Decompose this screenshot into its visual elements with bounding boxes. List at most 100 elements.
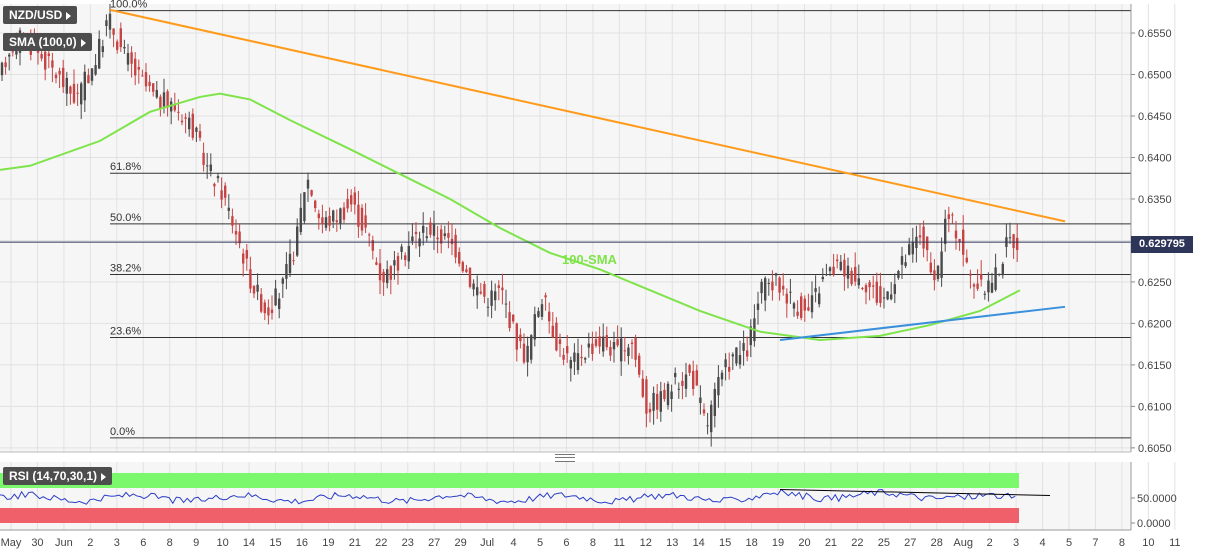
candle-body (447, 233, 450, 238)
candle-body (360, 207, 364, 231)
candle-body (677, 388, 680, 390)
candle-body (436, 237, 439, 240)
candle-body (274, 288, 277, 306)
x-tick-label: 15 (719, 537, 731, 549)
x-tick-label: 7 (1092, 537, 1098, 549)
candle-body (479, 291, 482, 294)
candle-body (756, 303, 760, 310)
x-tick-label: 5 (537, 537, 543, 549)
candle-body (310, 190, 313, 196)
candle-body (389, 266, 392, 280)
rsi-label[interactable]: RSI (14,70,30,1) (3, 467, 113, 485)
candle-body (105, 20, 108, 27)
candle-body (483, 283, 486, 297)
candle-body (965, 257, 968, 263)
resistance-trendline (109, 8, 1066, 223)
candle-body (386, 269, 389, 284)
candle-body (926, 236, 929, 251)
candle-body (364, 215, 367, 228)
fib-level-label: 38.2% (110, 262, 141, 274)
candle-body (342, 207, 346, 220)
x-tick-label: 8 (590, 537, 596, 549)
x-tick-label: 15 (269, 537, 281, 549)
candle-body (724, 359, 727, 368)
candle-body (303, 192, 306, 222)
y-tick-label: 0.6050 (1138, 443, 1172, 455)
candle-body (62, 67, 65, 88)
candle-body (65, 77, 68, 94)
candle-body (461, 262, 464, 272)
candle-body (468, 267, 472, 287)
candle-body (620, 338, 623, 362)
panel-resize-handle[interactable] (555, 454, 575, 462)
candle-body (119, 28, 122, 48)
candle-body (706, 425, 709, 427)
candle-body (393, 260, 396, 266)
rsi-oversold-zone (0, 508, 1019, 523)
candle-body (890, 294, 893, 300)
x-tick-label: Jun (55, 537, 73, 549)
candle-body (663, 389, 666, 400)
candle-body (234, 230, 238, 235)
candle-body (134, 58, 137, 76)
candle-body (371, 240, 374, 251)
candle-body (976, 283, 979, 289)
y-tick-label: 0.6400 (1138, 152, 1172, 164)
candle-body (400, 246, 403, 252)
candle-body (897, 271, 900, 278)
candle-body (108, 13, 112, 30)
candle-body (123, 46, 126, 49)
candle-body (224, 185, 227, 198)
candle-body (508, 312, 511, 329)
candle-body (832, 266, 835, 275)
candle-body (432, 224, 436, 236)
candle-body (47, 53, 50, 57)
candle-body (872, 285, 875, 287)
candle-body (605, 335, 608, 348)
candle-body (918, 235, 922, 238)
candle-body (735, 347, 738, 364)
candle-body (36, 50, 40, 53)
candle-body (216, 176, 220, 179)
x-tick-label: 18 (745, 537, 757, 549)
x-tick-label: 11 (614, 537, 625, 549)
x-tick-label: 14 (693, 537, 705, 549)
x-tick-label: 22 (375, 537, 387, 549)
candle-body (850, 270, 853, 285)
candle-body (641, 378, 644, 397)
x-tick-label: 9 (193, 537, 199, 549)
candle-body (166, 91, 169, 108)
candle-body (472, 283, 475, 290)
current-price-tag: 0.629795 (1131, 236, 1193, 253)
fib-level-label: 50.0% (110, 212, 141, 224)
candle-body (576, 353, 580, 371)
indicator-label[interactable]: SMA (100,0) (3, 33, 92, 51)
x-tick-label: 21 (349, 537, 361, 549)
candle-body (242, 253, 245, 264)
symbol-label[interactable]: NZD/USD (3, 6, 78, 24)
candle-body (486, 306, 490, 308)
candle-body (728, 366, 731, 372)
candle-body (609, 346, 612, 356)
x-tick-label: 10 (1142, 537, 1154, 549)
candle-body (494, 291, 497, 301)
candle-body (594, 339, 598, 346)
x-tick-label: 29 (455, 537, 467, 549)
candle-body (854, 266, 857, 282)
candle-body (522, 343, 526, 363)
x-tick-label: 16 (296, 537, 308, 549)
candle-body (1012, 234, 1015, 249)
candle-body (396, 256, 400, 271)
candle-body (375, 262, 378, 265)
candle-body (159, 96, 162, 110)
candle-body (130, 52, 133, 64)
x-tick-label: 8 (167, 537, 173, 549)
candle-body (422, 225, 425, 233)
candle-body (296, 226, 299, 256)
candle-body (908, 244, 911, 255)
candle-body (929, 262, 932, 273)
candle-body (818, 293, 821, 305)
candle-body (983, 293, 986, 295)
candle-body (126, 53, 130, 65)
